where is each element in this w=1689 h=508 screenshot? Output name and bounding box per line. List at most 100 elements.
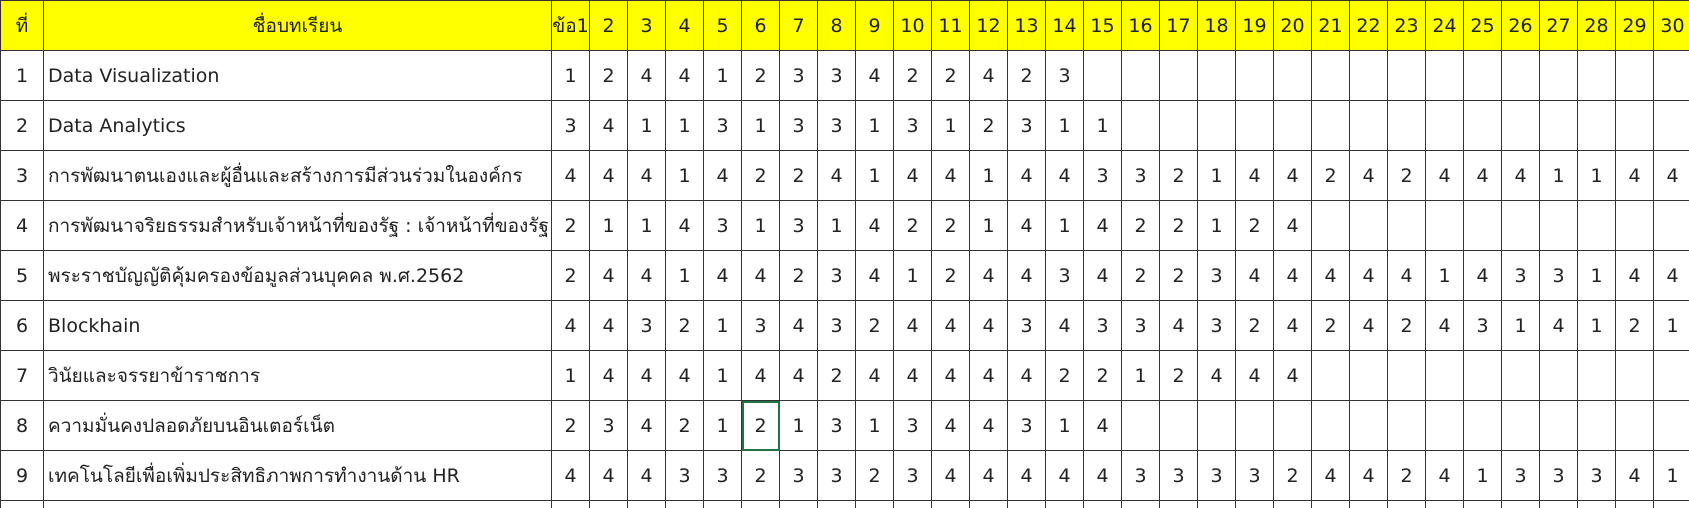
answer-cell[interactable]: 1 xyxy=(1653,300,1689,351)
answer-cell[interactable]: 4 xyxy=(627,250,666,301)
empty-cell[interactable] xyxy=(1349,500,1388,508)
answer-cell[interactable]: 2 xyxy=(1159,150,1198,201)
empty-cell[interactable] xyxy=(1501,100,1540,151)
answer-cell[interactable]: 1 xyxy=(741,200,780,251)
column-header[interactable]: 21 xyxy=(1311,0,1350,51)
empty-cell[interactable] xyxy=(1577,400,1616,451)
answer-cell[interactable]: 2 xyxy=(779,150,818,201)
empty-cell[interactable] xyxy=(1311,350,1350,401)
column-header[interactable]: 28 xyxy=(1577,0,1616,51)
empty-cell[interactable] xyxy=(589,500,628,508)
answer-cell[interactable]: 3 xyxy=(1083,300,1122,351)
answer-cell[interactable]: 4 xyxy=(551,300,590,351)
empty-cell[interactable] xyxy=(1615,50,1654,101)
empty-cell[interactable] xyxy=(1311,50,1350,101)
answer-cell[interactable]: 4 xyxy=(779,300,818,351)
column-header[interactable]: 20 xyxy=(1273,0,1312,51)
answer-cell[interactable]: 1 xyxy=(817,200,856,251)
row-number[interactable]: 5 xyxy=(0,250,44,301)
answer-cell[interactable]: 1 xyxy=(665,100,704,151)
answer-cell[interactable]: 3 xyxy=(1083,150,1122,201)
answer-cell[interactable]: 2 xyxy=(741,450,780,501)
empty-cell[interactable] xyxy=(1577,50,1616,101)
answer-cell[interactable]: 4 xyxy=(1425,150,1464,201)
answer-cell[interactable]: 2 xyxy=(1007,50,1046,101)
empty-cell[interactable] xyxy=(1577,500,1616,508)
answer-cell[interactable]: 3 xyxy=(817,450,856,501)
empty-cell[interactable] xyxy=(1501,400,1540,451)
answer-cell[interactable]: 3 xyxy=(817,400,856,451)
answer-cell[interactable]: 1 xyxy=(703,350,742,401)
empty-cell[interactable] xyxy=(1273,400,1312,451)
row-number[interactable]: 2 xyxy=(0,100,44,151)
column-header[interactable]: 16 xyxy=(1121,0,1160,51)
answer-cell[interactable]: 1 xyxy=(1577,150,1616,201)
answer-cell[interactable]: 2 xyxy=(741,50,780,101)
answer-cell[interactable]: 3 xyxy=(703,450,742,501)
answer-cell[interactable]: 1 xyxy=(1577,300,1616,351)
column-header[interactable]: 23 xyxy=(1387,0,1426,51)
empty-cell[interactable] xyxy=(1387,50,1426,101)
answer-cell[interactable]: 3 xyxy=(1121,150,1160,201)
empty-cell[interactable] xyxy=(1501,50,1540,101)
answer-cell[interactable]: 4 xyxy=(1425,300,1464,351)
empty-cell[interactable] xyxy=(1007,500,1046,508)
column-header[interactable]: 10 xyxy=(893,0,932,51)
empty-cell[interactable] xyxy=(1463,400,1502,451)
answer-cell[interactable]: 4 xyxy=(893,350,932,401)
empty-cell[interactable] xyxy=(1083,500,1122,508)
answer-cell[interactable]: 4 xyxy=(1615,250,1654,301)
empty-cell[interactable] xyxy=(1539,200,1578,251)
empty-cell[interactable] xyxy=(1577,350,1616,401)
answer-cell[interactable]: 4 xyxy=(741,250,780,301)
column-header[interactable]: 19 xyxy=(1235,0,1274,51)
empty-cell[interactable] xyxy=(1653,350,1689,401)
answer-cell[interactable]: 1 xyxy=(855,100,894,151)
empty-cell[interactable] xyxy=(43,500,552,508)
lesson-name[interactable]: Data Visualization xyxy=(43,50,552,101)
lesson-name[interactable]: การพัฒนาตนเองและผู้อื่นและสร้างการมีส่วน… xyxy=(43,150,552,201)
answer-cell[interactable]: 2 xyxy=(551,200,590,251)
empty-cell[interactable] xyxy=(1501,500,1540,508)
answer-cell[interactable]: 4 xyxy=(855,350,894,401)
answer-cell[interactable]: 3 xyxy=(589,400,628,451)
answer-cell[interactable]: 4 xyxy=(969,250,1008,301)
empty-cell[interactable] xyxy=(1539,350,1578,401)
lesson-name[interactable]: Blockhain xyxy=(43,300,552,351)
empty-cell[interactable] xyxy=(855,500,894,508)
empty-cell[interactable] xyxy=(1577,200,1616,251)
empty-cell[interactable] xyxy=(817,500,856,508)
answer-cell[interactable]: 2 xyxy=(665,400,704,451)
answer-cell[interactable]: 4 xyxy=(1273,250,1312,301)
answer-cell[interactable]: 1 xyxy=(703,50,742,101)
empty-cell[interactable] xyxy=(1615,200,1654,251)
answer-cell[interactable]: 4 xyxy=(1197,350,1236,401)
answer-cell[interactable]: 1 xyxy=(855,150,894,201)
answer-cell[interactable]: 4 xyxy=(1615,150,1654,201)
empty-cell[interactable] xyxy=(1159,400,1198,451)
answer-cell[interactable]: 2 xyxy=(1387,450,1426,501)
empty-cell[interactable] xyxy=(627,500,666,508)
row-number[interactable]: 4 xyxy=(0,200,44,251)
answer-cell[interactable]: 4 xyxy=(1235,350,1274,401)
answer-cell[interactable]: 3 xyxy=(1539,250,1578,301)
empty-cell[interactable] xyxy=(703,500,742,508)
answer-cell[interactable]: 4 xyxy=(1083,450,1122,501)
empty-cell[interactable] xyxy=(1197,400,1236,451)
answer-cell[interactable]: 3 xyxy=(893,100,932,151)
answer-cell[interactable]: 4 xyxy=(1349,300,1388,351)
column-header[interactable]: 26 xyxy=(1501,0,1540,51)
answer-cell[interactable]: 1 xyxy=(551,350,590,401)
answer-cell[interactable]: 2 xyxy=(1045,350,1084,401)
answer-cell[interactable]: 4 xyxy=(627,350,666,401)
answer-cell[interactable]: 1 xyxy=(779,400,818,451)
answer-cell[interactable]: 3 xyxy=(1235,450,1274,501)
answer-cell[interactable]: 4 xyxy=(703,150,742,201)
lesson-name[interactable]: เทคโนโลยีเพื่อเพิ่มประสิทธิภาพการทำงานด้… xyxy=(43,450,552,501)
answer-cell[interactable]: 4 xyxy=(1653,250,1689,301)
answer-cell[interactable]: 4 xyxy=(969,50,1008,101)
answer-cell[interactable]: 2 xyxy=(1311,300,1350,351)
answer-cell[interactable]: 3 xyxy=(817,250,856,301)
empty-cell[interactable] xyxy=(1615,350,1654,401)
column-header[interactable]: 27 xyxy=(1539,0,1578,51)
